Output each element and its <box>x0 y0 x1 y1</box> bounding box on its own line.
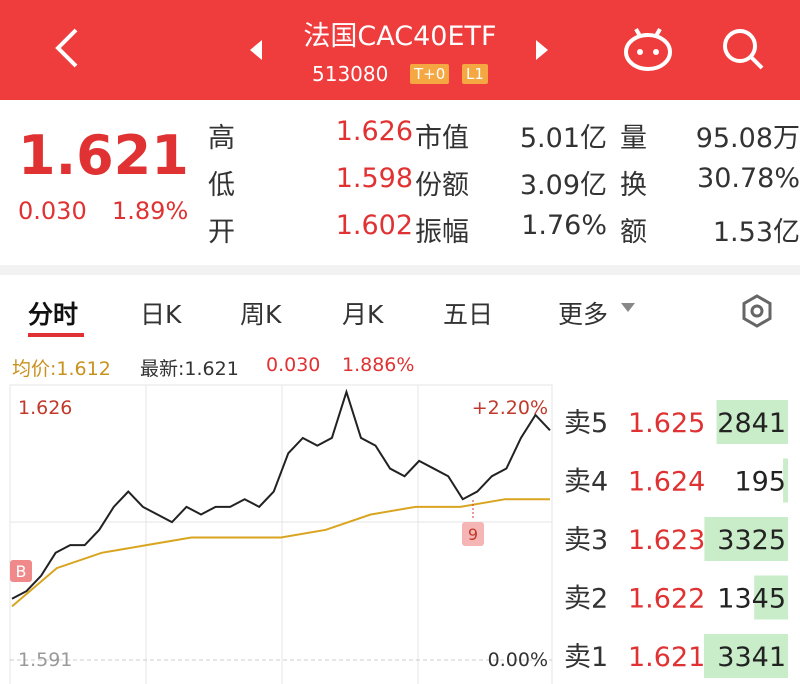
title: 法国CAC40ETF <box>303 21 497 52</box>
side-label: 卖2 <box>564 584 608 615</box>
order-price: 1.622 <box>628 584 705 615</box>
tag: L1 <box>462 64 488 84</box>
axis-min-label: 1.591 <box>18 649 72 671</box>
stat-label: 市值 <box>415 123 469 154</box>
tag: T+0 <box>410 64 450 84</box>
stat-label: 振幅 <box>415 217 469 248</box>
stat-label: 低 <box>208 170 235 201</box>
change: 0.030 <box>18 197 87 225</box>
side-label: 卖3 <box>564 525 608 556</box>
dropdown-arrow[interactable] <box>620 302 636 314</box>
order-volume: 1345 <box>717 584 786 615</box>
avg-line <box>11 498 550 608</box>
stat-value: 3.09亿 <box>519 170 607 201</box>
axis-max-label: 1.626 <box>18 397 72 419</box>
stat-label: 份额 <box>415 170 469 201</box>
buy-marker-bg <box>10 560 32 582</box>
next-button[interactable] <box>532 38 552 62</box>
tab-underline <box>28 333 84 337</box>
tab[interactable]: 周K <box>240 300 282 329</box>
order-volume: 2841 <box>717 408 786 439</box>
community-icon[interactable] <box>622 26 674 74</box>
tab[interactable]: 日K <box>140 300 182 329</box>
tab[interactable]: 五日 <box>443 300 494 329</box>
code: 513080 <box>312 62 389 86</box>
order-price: 1.621 <box>628 642 705 673</box>
prev-button[interactable] <box>246 38 266 62</box>
tab[interactable]: 月K <box>342 300 384 329</box>
price: 1.621 <box>18 124 189 187</box>
stat-value: 1.626 <box>335 116 413 147</box>
tab[interactable]: 更多 <box>558 300 609 329</box>
order-volume: 3325 <box>717 525 786 556</box>
tab[interactable]: 分时 <box>28 300 79 329</box>
stat-value: 1.598 <box>335 163 413 194</box>
info-change-pct: 1.886% <box>342 354 415 376</box>
stat-value: 30.78% <box>697 163 800 194</box>
volume-bar <box>783 458 788 503</box>
stat-label: 额 <box>620 217 647 248</box>
stat-value: 95.08万 <box>695 123 800 154</box>
stat-label: 高 <box>208 123 235 154</box>
stat-label: 开 <box>208 217 235 248</box>
order-price: 1.624 <box>628 467 705 498</box>
separator <box>0 265 800 275</box>
info-change: 0.030 <box>266 354 321 376</box>
order-price: 1.623 <box>628 525 705 556</box>
side-label: 卖4 <box>564 467 608 498</box>
intraday-chart: 1.626 +2.20% 1.591 0.00% B 9 卖5 1.625 2841 卖4 1.62… <box>9 384 788 684</box>
price-line <box>11 388 551 600</box>
volume-bar <box>704 517 788 561</box>
order-volume: 3341 <box>717 642 786 673</box>
header: 法国CAC40ETF 513080 T+0 L1 <box>0 0 800 100</box>
side-label: 卖1 <box>564 642 608 673</box>
axis-min-pct: 0.00% <box>488 649 548 671</box>
stat-value: 1.53亿 <box>712 217 800 248</box>
order-price: 1.625 <box>628 408 705 439</box>
order-volume: 195 <box>734 467 786 498</box>
buy-marker: B <box>16 562 27 581</box>
signal-marker: 9 <box>468 525 478 544</box>
chart-frame <box>9 384 553 684</box>
stat-label: 换 <box>620 170 647 201</box>
settings-icon[interactable] <box>740 294 774 328</box>
change-pct: 1.89% <box>112 197 189 225</box>
search-icon[interactable] <box>718 24 768 74</box>
latest-price: 最新:1.621 <box>140 358 239 380</box>
volume-bar <box>716 400 788 444</box>
volume-bar <box>704 634 788 678</box>
stat-label: 量 <box>620 123 647 154</box>
stat-value: 1.602 <box>335 210 413 241</box>
stat-value: 5.01亿 <box>519 123 607 154</box>
axis-max-pct: +2.20% <box>472 397 548 419</box>
stat-value: 1.76% <box>521 210 607 241</box>
back-button[interactable] <box>48 26 84 70</box>
avg-price: 均价:1.612 <box>12 358 111 380</box>
side-label: 卖5 <box>564 408 608 439</box>
signal-marker-bg <box>462 522 484 546</box>
volume-bar <box>754 575 788 620</box>
